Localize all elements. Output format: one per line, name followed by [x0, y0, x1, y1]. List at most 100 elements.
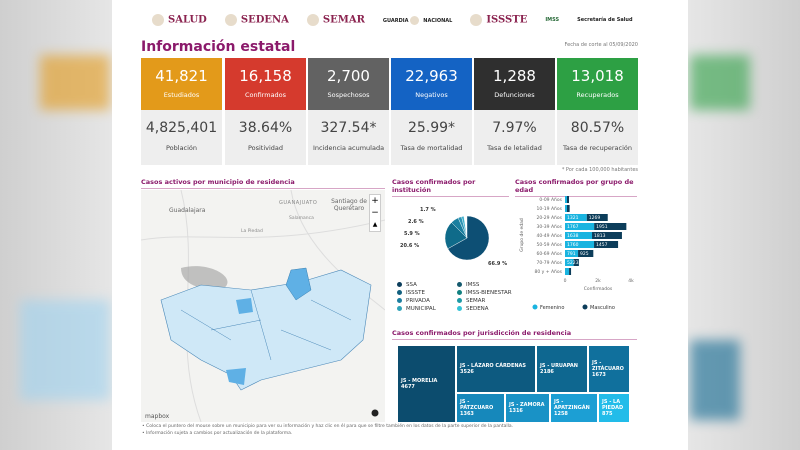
legend-label: SEMAR	[466, 298, 486, 304]
legend-label: SSA	[406, 282, 417, 288]
legend-item[interactable]: PRIVADA	[397, 298, 457, 304]
pie-slice[interactable]	[461, 216, 468, 239]
bar-masculino	[594, 241, 619, 248]
treemap-value: 1258	[554, 411, 568, 417]
legend-item[interactable]: ISSSTE	[397, 290, 457, 296]
legend-item[interactable]: IMSS-BIENESTAR	[457, 290, 517, 296]
blurred-map	[20, 300, 110, 400]
treemap-value: 1363	[460, 411, 474, 417]
treemap-value: 3526	[460, 369, 474, 375]
compass-button[interactable]: ▲	[372, 221, 378, 228]
treemap-value: 875	[602, 411, 613, 417]
treemap-cell[interactable]: JS - ZITÁCUARO 1673	[588, 345, 630, 393]
treemap-cell[interactable]: JS - URUAPAN 2186	[536, 345, 588, 393]
bar-value: 1269	[589, 215, 601, 221]
legend-label: IMSS	[466, 282, 480, 288]
bar-femenino	[565, 205, 567, 212]
logo-issste: ISSSTE	[470, 14, 527, 26]
bar-value: 925	[580, 251, 589, 257]
mapbox-attribution: mapbox	[145, 413, 170, 420]
pie-slice[interactable]	[447, 215, 490, 261]
bar-femenino	[565, 196, 567, 203]
kpi-card-negativos: 22,963 Negativos 25.99* Tasa de mortalidad	[391, 58, 472, 165]
x-tick: 0	[564, 278, 567, 284]
logo-semar: SEMAR	[306, 14, 365, 26]
legend-item[interactable]: SSA	[397, 282, 457, 288]
age-group-label: 20-29 Años	[536, 215, 562, 221]
logo-salud: SALUD	[152, 14, 207, 26]
kpi-card-recuperados: 13,018 Recuperados 80.57% Tasa de recuperac…	[557, 58, 638, 165]
treemap-cell[interactable]: JS - MORELIA 4677	[397, 345, 456, 423]
age-title: Casos confirmados por grupo de edad	[515, 178, 637, 197]
map-label: Guadalajara	[169, 207, 206, 214]
blurred-treemap	[690, 340, 740, 420]
municipality-map[interactable]: Guadalajara GUANAJUATO Salamanca La Pied…	[141, 190, 385, 422]
treemap-value: 4677	[401, 384, 415, 390]
legend-item[interactable]: SEMAR	[457, 298, 517, 304]
kpi-bottom: 4,825,401 Población	[141, 110, 222, 165]
treemap-name: JS - URUAPAN	[540, 363, 578, 369]
age-group-label: 40-49 Años	[536, 233, 562, 239]
dashboard-panel: SALUD SEDENA SEMAR GUARDIA NACIONAL ISSS…	[112, 0, 688, 450]
bar-value: 791	[567, 251, 576, 257]
treemap-cell[interactable]: JS - LÁZARO CÁRDENAS 3526	[456, 345, 536, 393]
legend-item[interactable]: IMSS	[457, 282, 517, 288]
kpi-bottom: 25.99* Tasa de mortalidad	[391, 110, 472, 165]
kpi-sub-value: 327.54*	[320, 120, 377, 136]
bar-masculino	[592, 232, 622, 239]
kpi-top: 22,963 Negativos	[391, 58, 472, 110]
treemap-name: JS - APATZINGÁN	[554, 399, 590, 411]
x-tick: 4k	[628, 278, 634, 284]
map-label: GUANAJUATO	[279, 200, 317, 206]
bar-femenino	[565, 232, 593, 239]
legend-dot	[457, 282, 462, 287]
kpi-label: Negativos	[415, 91, 448, 99]
treemap-name: JS - LÁZARO CÁRDENAS	[460, 363, 527, 369]
logo-secretaria-salud: Secretaría de Salud	[577, 17, 633, 23]
legend-item[interactable]: MUNICIPAL	[397, 306, 457, 312]
legend-item[interactable]: SEDENA	[457, 306, 517, 312]
legend-label: Femenino	[540, 305, 564, 311]
treemap-cell[interactable]: JS - PÁTZCUARO 1363	[456, 393, 505, 423]
blurred-card	[40, 55, 110, 110]
age-chart: 0-09 Años 10-19 Años 20-29 Años 1321 1269 30-…	[519, 196, 634, 311]
bar-masculino	[567, 196, 569, 203]
footnotes: • Coloca el puntero del mouse sobre un m…	[142, 423, 682, 437]
map-title: Casos activos por municipio de residenci…	[141, 178, 385, 189]
legend-dot	[397, 290, 402, 295]
treemap-cell[interactable]: JS - ZAMORA 1316	[505, 393, 550, 423]
pie-label: 2.6 %	[408, 219, 424, 225]
logos-bar: SALUD SEDENA SEMAR GUARDIA NACIONAL ISSS…	[152, 10, 648, 30]
logo-imss: IMSS	[545, 17, 560, 23]
kpi-label: Recuperados	[576, 91, 619, 99]
kpi-value: 1,288	[493, 67, 536, 85]
zoom-out-button[interactable]: −	[371, 208, 379, 218]
zoom-in-button[interactable]: +	[371, 196, 379, 206]
bar-masculino	[569, 268, 572, 275]
map-label: Salamanca	[289, 215, 314, 221]
kpi-label: Sospechosos	[327, 91, 370, 99]
map-label-queretaro: Santiago de Querétaro	[331, 198, 367, 212]
kpi-bottom: 7.97% Tasa de letalidad	[474, 110, 555, 165]
kpi-top: 13,018 Recuperados	[557, 58, 638, 110]
age-group-label: 10-19 Años	[536, 206, 562, 212]
treemap-title: Casos confirmados por jurisdicción de re…	[392, 329, 637, 340]
kpi-sub-label: Tasa de recuperación	[563, 144, 632, 152]
bar-masculino	[594, 223, 627, 230]
legend-dot-femenino	[532, 304, 538, 310]
kpi-bottom: 80.57% Tasa de recuperación	[557, 110, 638, 165]
bar-femenino	[565, 250, 579, 257]
treemap-cell[interactable]: JS - APATZINGÁN 1258	[550, 393, 598, 423]
x-axis-label: Confirmados	[584, 286, 613, 292]
kpi-card-estudiados: 41,821 Estudiados 4,825,401 Población	[141, 58, 222, 165]
age-group-label: 50-59 Años	[536, 242, 562, 248]
bar-value: 1767	[567, 224, 579, 230]
kpi-label: Confirmados	[244, 91, 287, 99]
age-group-label: 60-69 Años	[536, 251, 562, 257]
age-group-label: 70-79 Años	[536, 260, 562, 266]
treemap-name: JS - ZITÁCUARO	[592, 360, 624, 372]
bar-value: 1760	[567, 242, 579, 248]
bar-masculino	[586, 214, 608, 221]
treemap-cell[interactable]: JS - LA PIEDAD 875	[598, 393, 630, 423]
pie-chart: 66.9 % 20.6 % 5.9 % 2.6 % 1.7 %	[400, 207, 507, 267]
